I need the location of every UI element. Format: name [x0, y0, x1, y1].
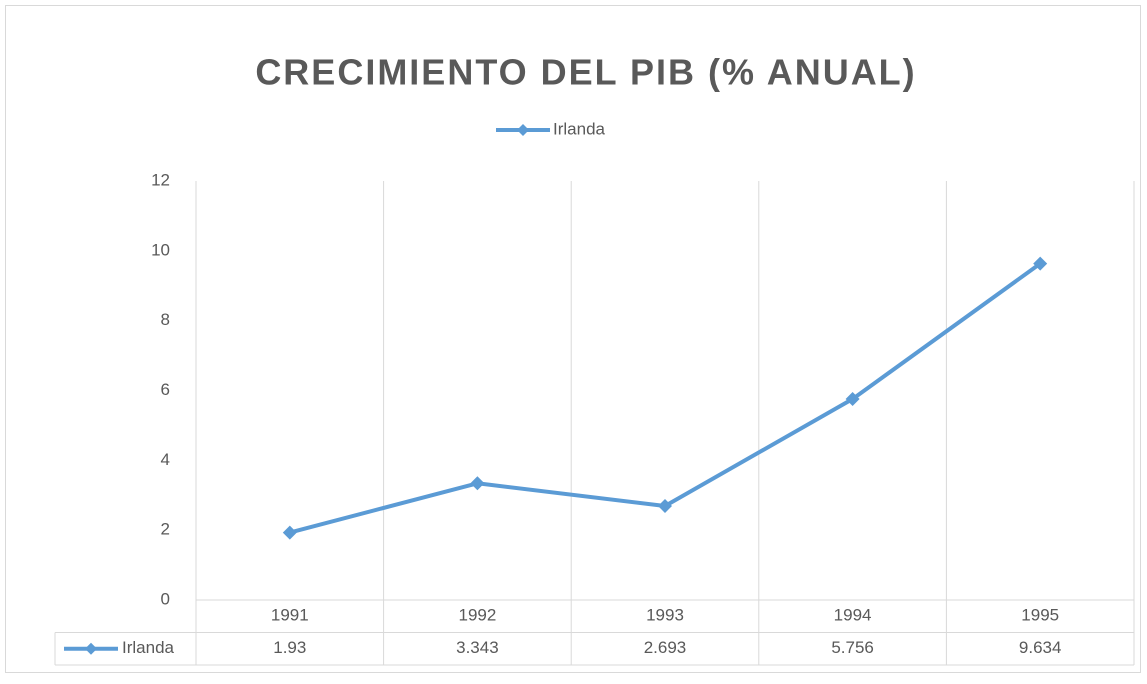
- x-tick-label: 1993: [646, 606, 684, 625]
- legend-label: Irlanda: [553, 119, 606, 138]
- data-point: [470, 476, 485, 491]
- data-point: [845, 392, 860, 407]
- y-tick-label: 4: [161, 450, 170, 469]
- table-value: 2.693: [644, 638, 687, 657]
- chart-title: CRECIMIENTO DEL PIB (% ANUAL): [255, 52, 916, 93]
- data-point: [282, 525, 297, 540]
- x-tick-label: 1991: [271, 606, 309, 625]
- y-tick-label: 0: [161, 589, 170, 608]
- table-series-name: Irlanda: [122, 638, 175, 657]
- x-tick-label: 1994: [834, 606, 872, 625]
- y-tick-label: 2: [161, 520, 170, 539]
- chart-border: [5, 5, 1141, 673]
- data-point: [1033, 256, 1048, 271]
- x-tick-label: 1992: [458, 606, 496, 625]
- data-point: [658, 498, 672, 513]
- y-tick-label: 6: [161, 380, 170, 399]
- table-value: 9.634: [1019, 638, 1062, 657]
- legend-marker: [517, 124, 529, 136]
- table-value: 3.343: [456, 638, 499, 657]
- y-tick-label: 10: [151, 240, 170, 259]
- table-legend-marker: [85, 642, 97, 655]
- y-tick-label: 12: [151, 170, 170, 189]
- x-tick-label: 1995: [1021, 606, 1059, 625]
- table-value: 1.93: [273, 638, 306, 657]
- y-tick-label: 8: [161, 310, 170, 329]
- table-value: 5.756: [831, 638, 874, 657]
